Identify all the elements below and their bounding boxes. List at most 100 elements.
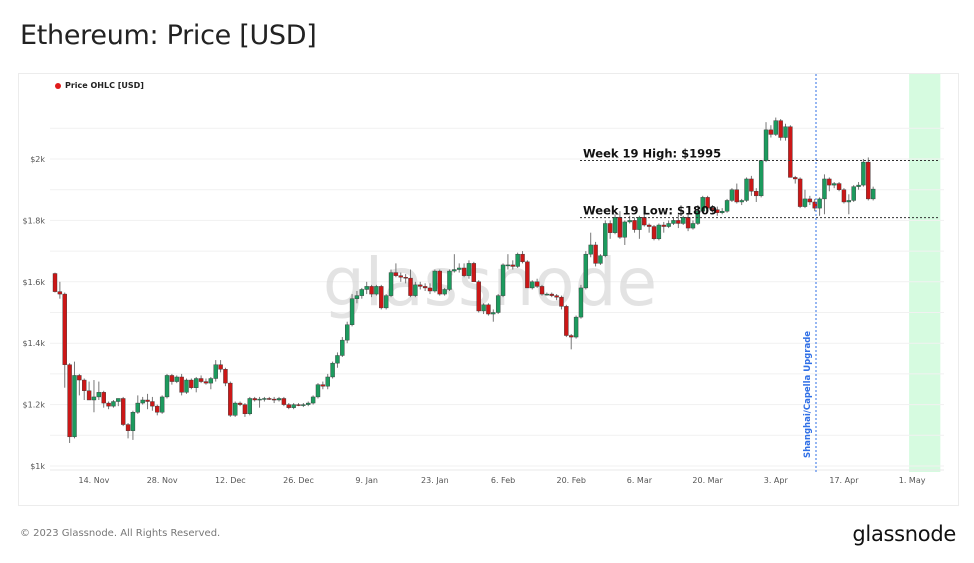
candle-body[interactable] — [349, 298, 355, 325]
candle-body[interactable] — [822, 178, 827, 200]
candle-body[interactable] — [666, 223, 671, 227]
candle-body[interactable] — [564, 306, 569, 336]
candle-body[interactable] — [398, 275, 403, 278]
candle-body[interactable] — [452, 269, 457, 272]
candle-body[interactable] — [471, 263, 477, 283]
candle-body[interactable] — [676, 220, 681, 224]
candle-body[interactable] — [369, 286, 374, 295]
candle-body[interactable] — [627, 220, 632, 223]
candle-body[interactable] — [744, 178, 749, 201]
candle-body[interactable] — [359, 289, 365, 296]
candle-body[interactable] — [525, 261, 530, 289]
candle-body[interactable] — [607, 223, 613, 233]
candle-body[interactable] — [554, 295, 559, 298]
candle-body[interactable] — [661, 224, 666, 227]
candle-body[interactable] — [418, 284, 423, 287]
candle-body[interactable] — [812, 201, 817, 209]
candle-body[interactable] — [345, 324, 350, 341]
candle-body[interactable] — [247, 398, 253, 415]
candle-body[interactable] — [52, 273, 58, 292]
candle-body[interactable] — [802, 198, 808, 207]
candle-body[interactable] — [111, 401, 116, 407]
candle-body[interactable] — [218, 364, 223, 370]
candle-body[interactable] — [257, 398, 262, 401]
candle-body[interactable] — [383, 295, 389, 309]
candle-body[interactable] — [77, 375, 82, 381]
candle-body[interactable] — [422, 286, 428, 289]
candle-body[interactable] — [671, 220, 676, 224]
candle-body[interactable] — [413, 284, 418, 296]
candle-body[interactable] — [685, 217, 691, 229]
candle-body[interactable] — [91, 396, 97, 401]
candle-body[interactable] — [710, 207, 715, 210]
candle-body[interactable] — [461, 267, 467, 276]
candle-body[interactable] — [534, 281, 540, 287]
candle-body[interactable] — [549, 293, 554, 296]
candle-body[interactable] — [573, 316, 579, 338]
candle-body[interactable] — [301, 404, 306, 406]
candle-body[interactable] — [237, 402, 243, 405]
candle-body[interactable] — [598, 255, 603, 264]
candle-body[interactable] — [827, 178, 832, 186]
candle-body[interactable] — [705, 197, 710, 209]
candle-body[interactable] — [783, 126, 788, 138]
candle-body[interactable] — [306, 402, 311, 405]
candle-body[interactable] — [82, 379, 87, 391]
candle-body[interactable] — [749, 178, 754, 192]
candle-body[interactable] — [135, 402, 140, 413]
candle-body[interactable] — [763, 129, 769, 161]
candle-body[interactable] — [330, 362, 335, 378]
candle-body[interactable] — [354, 295, 360, 299]
candle-body[interactable] — [836, 183, 842, 190]
candle-body[interactable] — [189, 379, 194, 388]
candle-body[interactable] — [690, 223, 696, 229]
candle-body[interactable] — [325, 376, 330, 387]
candle-body[interactable] — [617, 217, 623, 238]
candle-body[interactable] — [174, 376, 179, 382]
candle-body[interactable] — [593, 244, 598, 264]
candle-body[interactable] — [67, 364, 72, 438]
candle-body[interactable] — [646, 224, 652, 227]
candle-body[interactable] — [442, 289, 447, 295]
candle-body[interactable] — [870, 188, 876, 200]
candle-body[interactable] — [481, 304, 486, 312]
candle-body[interactable] — [57, 291, 63, 295]
candle-body[interactable] — [491, 312, 496, 315]
candle-body[interactable] — [588, 244, 593, 255]
candle-body[interactable] — [578, 287, 584, 318]
candle-body[interactable] — [276, 398, 282, 401]
candle-body[interactable] — [62, 293, 67, 365]
candle-body[interactable] — [681, 217, 686, 224]
candle-body[interactable] — [150, 401, 155, 407]
candle-body[interactable] — [159, 396, 165, 413]
candle-body[interactable] — [569, 335, 574, 338]
candle-body[interactable] — [379, 286, 384, 309]
candle-body[interactable] — [539, 286, 545, 295]
candle-body[interactable] — [637, 217, 642, 230]
candle-body[interactable] — [632, 220, 637, 230]
candle-body[interactable] — [281, 398, 287, 405]
candle-body[interactable] — [286, 404, 291, 408]
candle-body[interactable] — [213, 364, 218, 379]
candle-body[interactable] — [120, 398, 126, 425]
candle-body[interactable] — [271, 398, 277, 401]
candle-body[interactable] — [612, 217, 618, 233]
candle-body[interactable] — [622, 221, 627, 238]
candle-body[interactable] — [500, 264, 506, 296]
candle-body[interactable] — [778, 120, 783, 138]
candle-body[interactable] — [768, 129, 774, 135]
candle-body[interactable] — [846, 200, 852, 203]
candle-body[interactable] — [374, 286, 379, 295]
candle-body[interactable] — [642, 217, 647, 226]
candle-body[interactable] — [96, 392, 102, 398]
candle-body[interactable] — [164, 375, 170, 398]
candle-body[interactable] — [116, 398, 121, 402]
candle-body[interactable] — [739, 200, 744, 203]
candle-body[interactable] — [232, 402, 238, 416]
candle-body[interactable] — [140, 399, 145, 404]
candle-body[interactable] — [320, 384, 326, 387]
candle-body[interactable] — [184, 379, 189, 393]
candle-body[interactable] — [719, 210, 725, 213]
candle-body[interactable] — [101, 392, 106, 404]
